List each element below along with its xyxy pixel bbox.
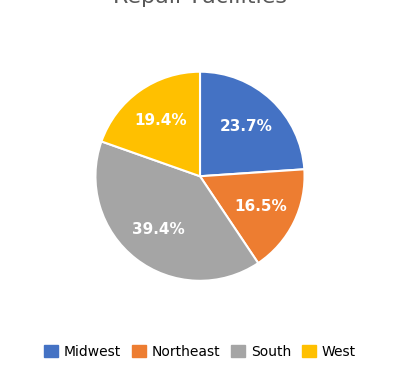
Text: 16.5%: 16.5%: [235, 199, 287, 214]
Text: 39.4%: 39.4%: [132, 222, 185, 237]
Text: 19.4%: 19.4%: [134, 113, 187, 128]
Wedge shape: [96, 141, 258, 281]
Title: Repair Facilities: Repair Facilities: [113, 0, 287, 7]
Wedge shape: [102, 72, 200, 176]
Text: 23.7%: 23.7%: [220, 119, 273, 134]
Legend: Midwest, Northeast, South, West: Midwest, Northeast, South, West: [39, 339, 361, 364]
Wedge shape: [200, 72, 304, 176]
Wedge shape: [200, 169, 304, 263]
